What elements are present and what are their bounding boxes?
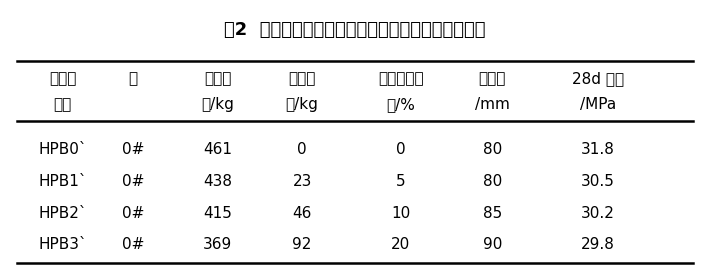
Text: 461: 461 [203, 142, 232, 157]
Text: /mm: /mm [475, 98, 510, 112]
Text: 砂: 砂 [129, 71, 138, 86]
Text: 46: 46 [293, 206, 312, 221]
Text: HPB0`: HPB0` [38, 142, 87, 157]
Text: 30.2: 30.2 [581, 206, 615, 221]
Text: 415: 415 [203, 206, 232, 221]
Text: HPB2`: HPB2` [38, 206, 87, 221]
Text: 31.8: 31.8 [581, 142, 615, 157]
Text: 80: 80 [483, 174, 502, 189]
Text: 例/%: 例/% [386, 98, 415, 112]
Text: 28d 强度: 28d 强度 [572, 71, 624, 86]
Text: HPB3`: HPB3` [38, 237, 87, 252]
Text: 坍落度: 坍落度 [479, 71, 506, 86]
Text: 石粉掺: 石粉掺 [288, 71, 316, 86]
Text: 0#: 0# [122, 142, 144, 157]
Text: 0: 0 [297, 142, 307, 157]
Text: 85: 85 [483, 206, 502, 221]
Text: 量/kg: 量/kg [201, 98, 234, 112]
Text: 30.5: 30.5 [581, 174, 615, 189]
Text: 92: 92 [293, 237, 312, 252]
Text: 0#: 0# [122, 206, 144, 221]
Text: 量/kg: 量/kg [285, 98, 319, 112]
Text: 369: 369 [203, 237, 232, 252]
Text: 0: 0 [396, 142, 405, 157]
Text: 90: 90 [483, 237, 502, 252]
Text: 水泥用: 水泥用 [204, 71, 231, 86]
Text: 10: 10 [391, 206, 410, 221]
Text: /MPa: /MPa [580, 98, 616, 112]
Text: 29.8: 29.8 [581, 237, 615, 252]
Text: 0#: 0# [122, 237, 144, 252]
Text: 配合比: 配合比 [49, 71, 77, 86]
Text: 序号: 序号 [53, 98, 72, 112]
Text: 0#: 0# [122, 174, 144, 189]
Text: HPB1`: HPB1` [38, 174, 87, 189]
Text: 5: 5 [396, 174, 405, 189]
Text: 表2  石粉替代部分水泥对混凝土坍落度及强度的影响: 表2 石粉替代部分水泥对混凝土坍落度及强度的影响 [224, 21, 486, 39]
Text: 438: 438 [203, 174, 232, 189]
Text: 石粉掺入比: 石粉掺入比 [378, 71, 424, 86]
Text: 23: 23 [293, 174, 312, 189]
Text: 80: 80 [483, 142, 502, 157]
Text: 20: 20 [391, 237, 410, 252]
